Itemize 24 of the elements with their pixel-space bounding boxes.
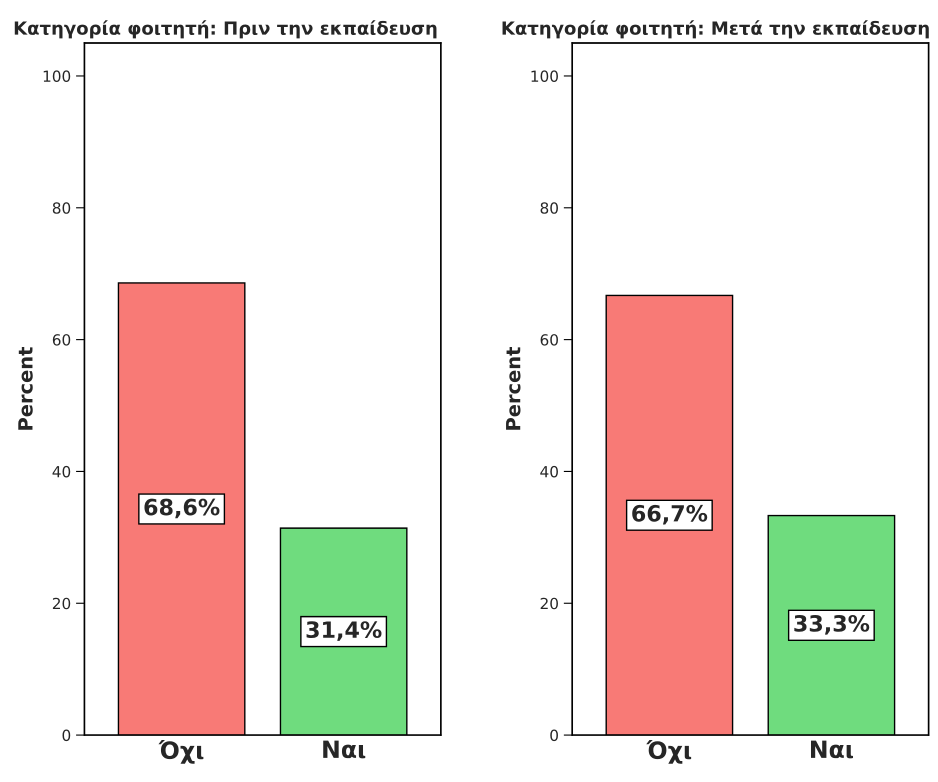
data-label: 33,3% <box>794 614 870 635</box>
y-tick-label: 40 <box>540 466 558 478</box>
y-tick-label: 0 <box>550 730 558 742</box>
y-tick-label: 20 <box>52 598 70 610</box>
y-tick-label: 100 <box>44 70 70 82</box>
y-tick-label: 80 <box>52 202 70 214</box>
x-tick-label: Όχι <box>646 740 692 764</box>
y-tick-label: 20 <box>540 598 558 610</box>
chart-title: Κατηγορία φοιτητή: Πριν την εκπαίδευση <box>14 20 436 38</box>
y-tick-label: 100 <box>532 70 558 82</box>
y-tick-label: 60 <box>52 334 70 346</box>
y-tick-label: 80 <box>540 202 558 214</box>
y-axis-title: Percent <box>18 347 33 430</box>
data-label: 31,4% <box>306 621 382 641</box>
y-axis-title: Percent <box>506 347 520 430</box>
chart-title: Κατηγορία φοιτητή: Μετά την εκπαίδευση <box>502 20 929 38</box>
x-tick-label: Ναι <box>810 740 854 758</box>
y-tick-label: 40 <box>52 466 70 478</box>
data-label: 68,6% <box>144 498 220 518</box>
data-label: 66,7% <box>632 504 708 525</box>
y-tick-label: 0 <box>62 730 70 742</box>
x-tick-label: Όχι <box>158 740 204 764</box>
y-tick-label: 60 <box>540 334 558 346</box>
x-tick-label: Ναι <box>323 740 366 758</box>
